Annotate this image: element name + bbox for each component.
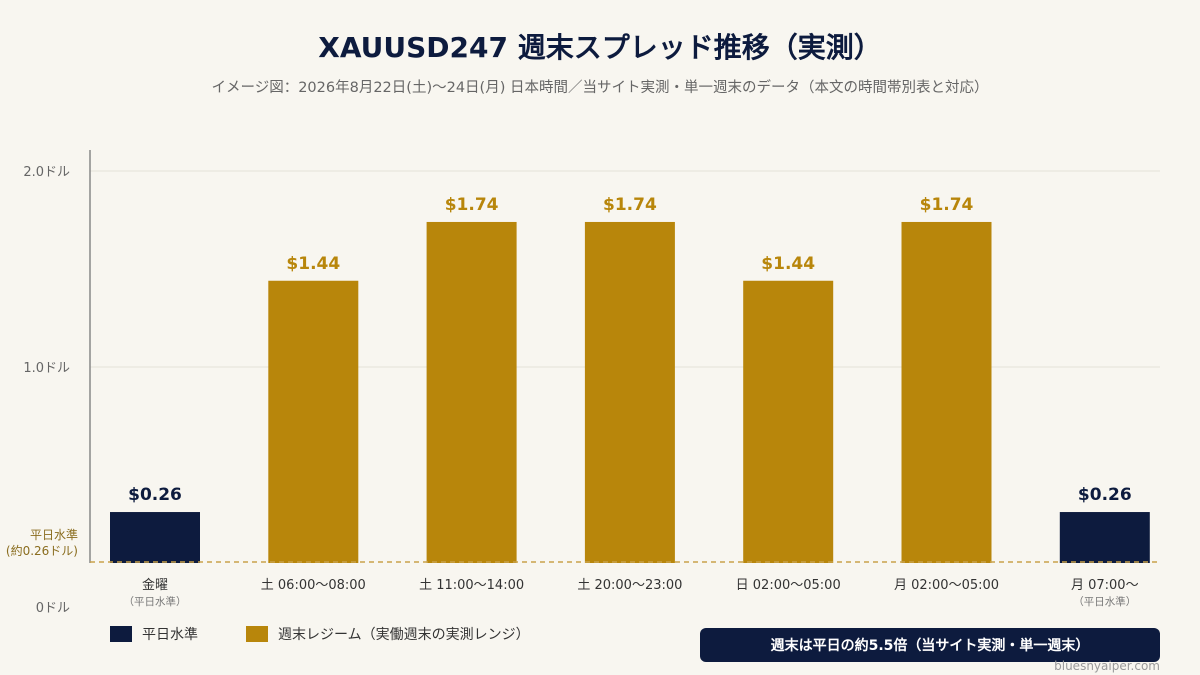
x-tick-label: 土 20:00〜23:00: [577, 578, 682, 593]
bar: [110, 512, 200, 563]
bar-value-label: $1.44: [286, 254, 340, 274]
chart-subtitle: イメージ図：2026年8月22日(土)〜24日(月) 日本時間／当サイト実測・単…: [211, 80, 989, 96]
bar: [743, 280, 834, 563]
legend-swatch-weekend: [246, 626, 268, 642]
site-credit: bluesnyaiper.com: [1054, 659, 1160, 673]
y-tick-label: 2.0ドル: [23, 165, 70, 180]
x-tick-label: 土 06:00〜08:00: [261, 578, 366, 593]
x-tick-label: 金曜: [142, 577, 168, 593]
bar: [426, 221, 517, 563]
x-tick-label: 土 11:00〜14:00: [419, 578, 524, 593]
bar-value-label: $0.26: [1078, 485, 1132, 505]
bar-value-label: $0.26: [128, 485, 182, 505]
bar: [1059, 512, 1150, 563]
legend: 平日水準 週末レジーム（実働週末の実測レンジ）: [110, 624, 530, 644]
x-tick-sublabel: （平日水準）: [124, 595, 187, 608]
bar: [584, 221, 675, 563]
summary-note: 週末は平日の約5.5倍（当サイト実測・単一週末）: [700, 628, 1160, 662]
legend-item-weekday: 平日水準: [110, 624, 198, 644]
bar: [268, 280, 359, 563]
x-tick-label: 月 07:00〜: [1071, 578, 1139, 593]
bar-chart: 2.0ドル 1.0ドル 0ドル $0.26 金曜 （平日水準） $1.44 土 06:00〜0…: [6, 150, 1160, 616]
x-tick-label: 日 02:00〜05:00: [736, 578, 841, 593]
legend-label-weekend: 週末レジーム（実働週末の実測レンジ）: [278, 627, 530, 643]
bar: [901, 221, 992, 563]
x-tick-sublabel: （平日水準）: [1073, 595, 1136, 608]
y-tick-label: 0ドル: [36, 601, 70, 616]
y-tick-label: 1.0ドル: [23, 361, 70, 376]
x-tick-label: 月 02:00〜05:00: [894, 578, 999, 593]
legend-label-weekday: 平日水準: [142, 627, 198, 643]
baseline-label: 平日水準: [30, 527, 78, 542]
legend-item-weekend: 週末レジーム（実働週末の実測レンジ）: [246, 624, 530, 644]
legend-swatch-weekday: [110, 626, 132, 642]
bar-value-label: $1.74: [920, 195, 974, 215]
bar-value-label: $1.74: [603, 195, 657, 215]
bar-value-label: $1.74: [445, 195, 499, 215]
chart-title: XAUUSD247 週末スプレッド推移（実測）: [318, 31, 882, 64]
bar-value-label: $1.44: [761, 254, 815, 274]
baseline-label-value: (約0.26ドル): [6, 543, 78, 558]
